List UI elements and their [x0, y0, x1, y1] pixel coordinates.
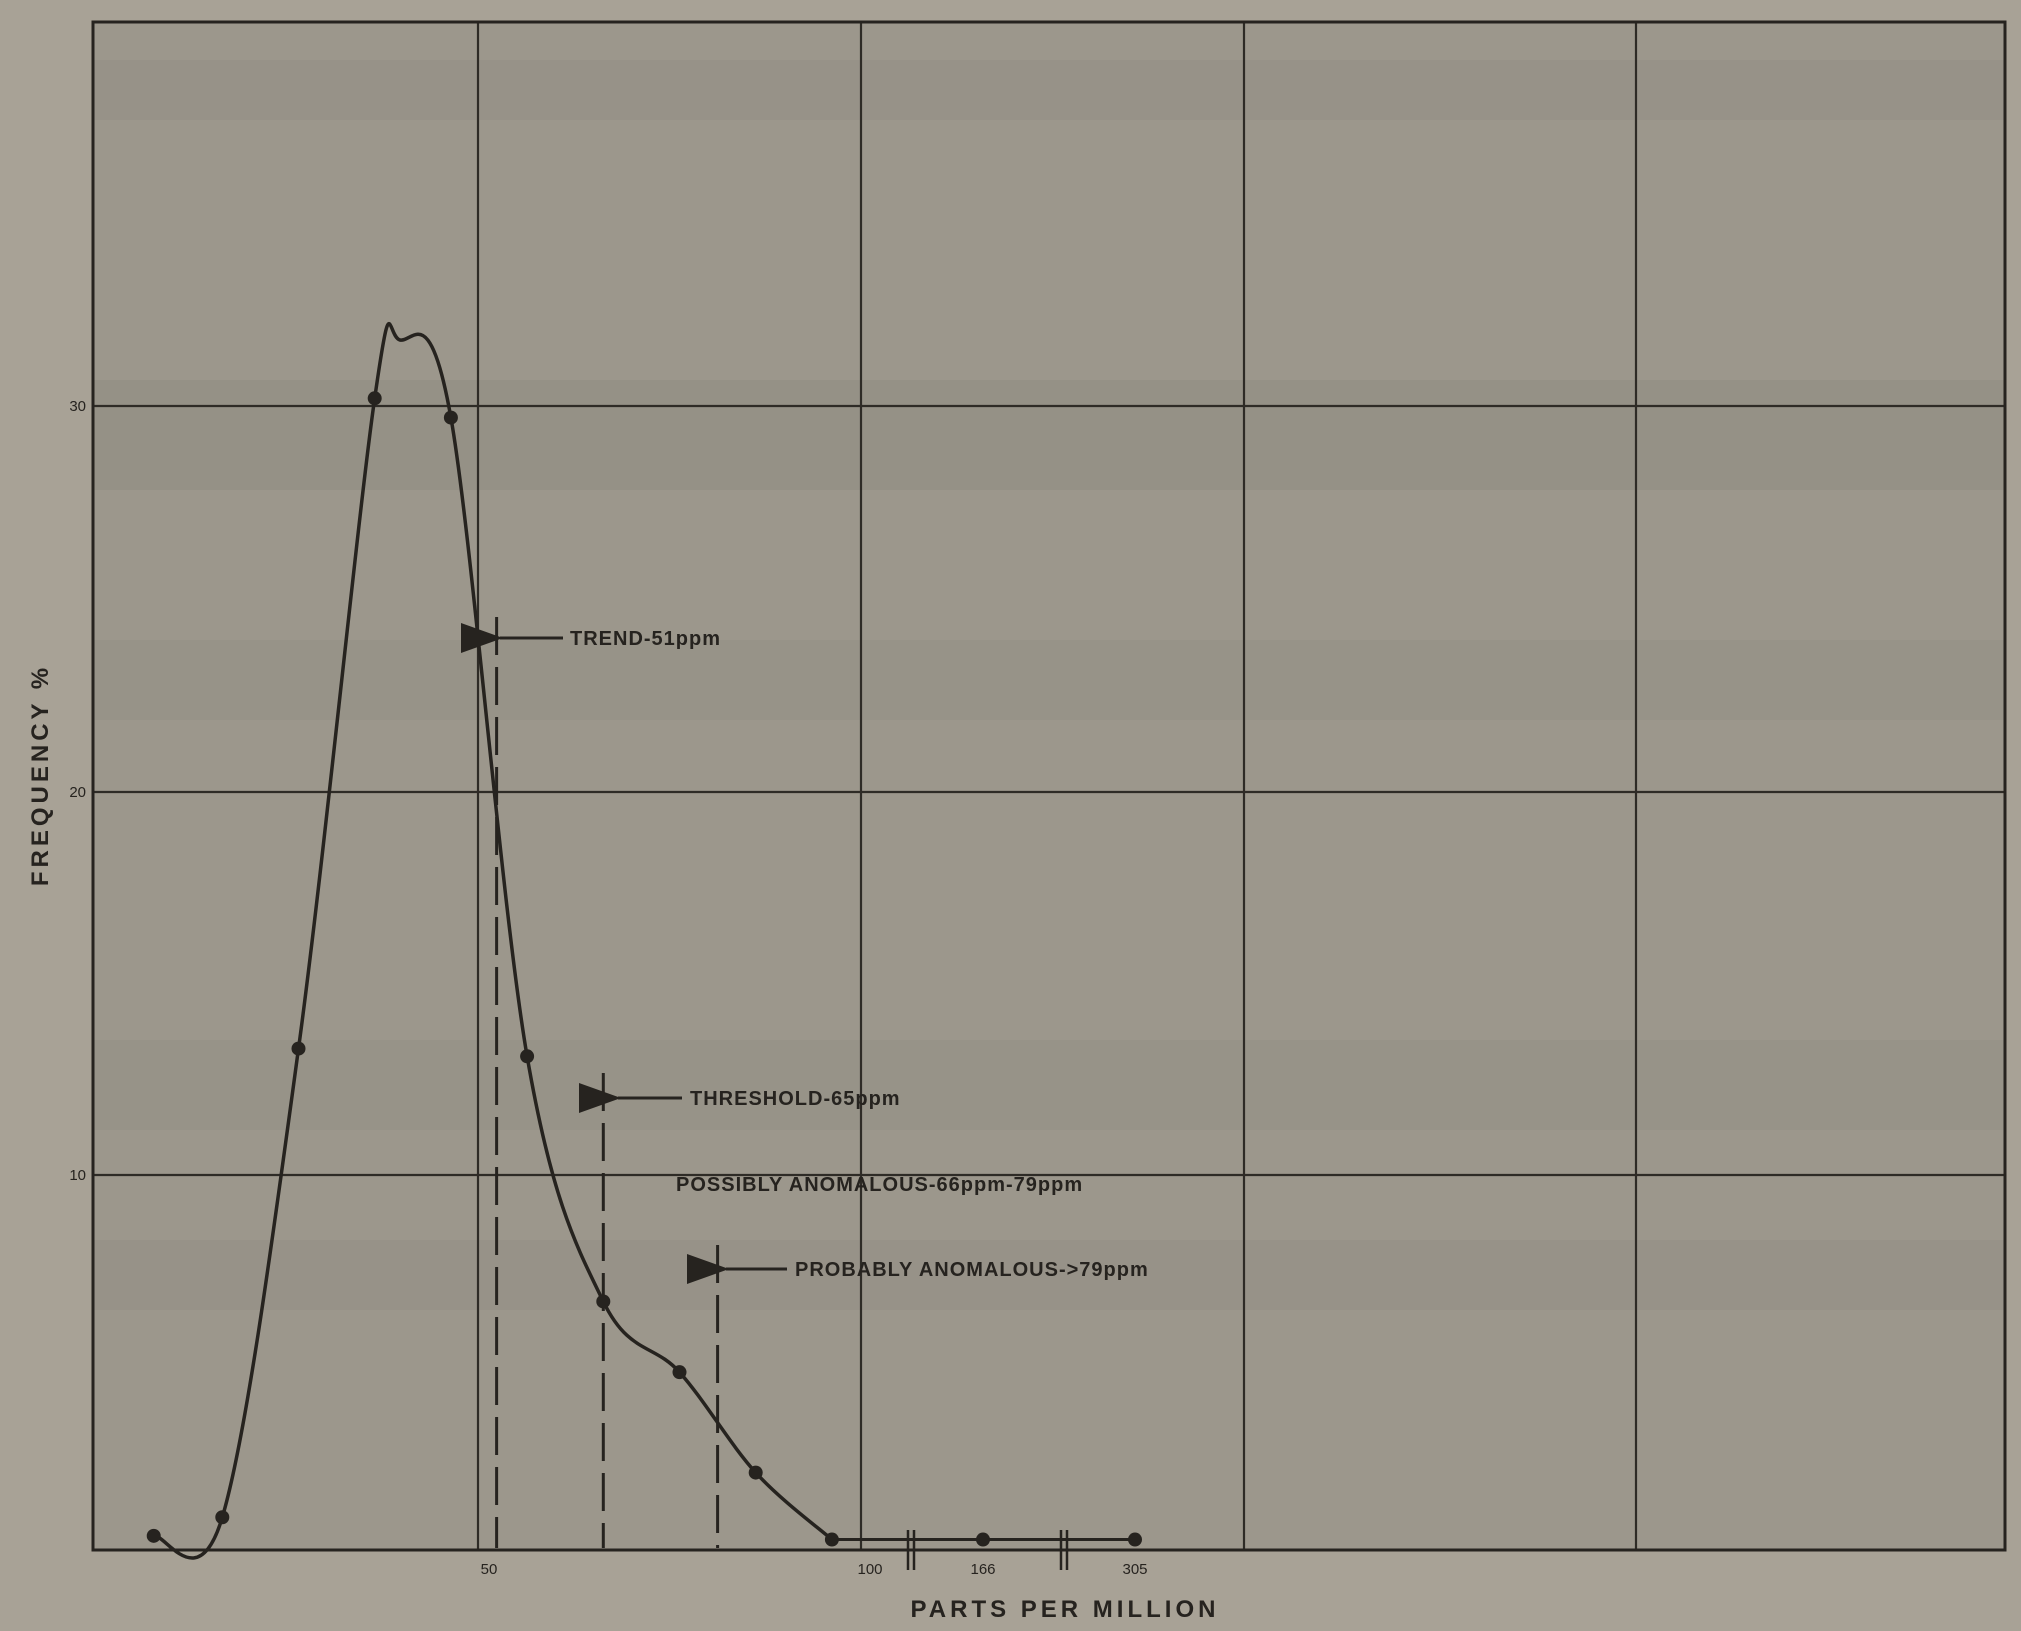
annotation-1: TREND-51ppm: [461, 623, 721, 653]
annotation-label-2: THRESHOLD-65ppm: [690, 1088, 901, 1110]
x-tick-50: 50: [481, 1561, 498, 1578]
data-point-2: [215, 1510, 230, 1525]
data-point-1: [146, 1528, 161, 1543]
axis-break-marks: [906, 1530, 1069, 1570]
annotation-labels: TREND-51ppm THRESHOLD-65ppm POSSIBLY ANOMA…: [461, 623, 1149, 1284]
band-1: [93, 380, 2005, 490]
frequency-curve: [153, 321, 834, 1560]
annotation-4: PROBABLY ANOMALOUS->79ppm: [687, 1254, 1149, 1284]
data-point-6: [520, 1049, 535, 1064]
y-tick-10: 10: [69, 1167, 86, 1184]
data-point-7: [596, 1294, 611, 1309]
data-point-5: [443, 410, 458, 425]
y-tick-30: 30: [69, 398, 86, 415]
axis-break-1: [906, 1530, 916, 1570]
data-point-8: [672, 1365, 687, 1380]
band-0: [93, 60, 2005, 120]
axis-break-2: [1059, 1530, 1069, 1570]
x-axis-title: PARTS PER MILLION: [911, 1596, 1220, 1623]
threshold-lines: [495, 617, 720, 1548]
plot-area: [93, 22, 2005, 1550]
data-point-11: [976, 1532, 990, 1547]
band-4: [93, 1240, 2005, 1310]
x-tick-100: 100: [857, 1561, 882, 1578]
annotation-3: POSSIBLY ANOMALOUS-66ppm-79ppm: [676, 1174, 1083, 1196]
data-point-3: [291, 1041, 306, 1056]
x-tick-305: 305: [1122, 1561, 1147, 1578]
annotation-2: THRESHOLD-65ppm: [579, 1083, 901, 1113]
annotation-label-3: POSSIBLY ANOMALOUS-66ppm-79ppm: [676, 1174, 1083, 1196]
data-point-12: [1128, 1532, 1142, 1547]
band-3: [93, 1040, 2005, 1130]
y-tick-labels: 10 20 30: [69, 398, 86, 1184]
data-point-4: [367, 391, 382, 406]
x-tick-labels: 50 100 166 305: [481, 1561, 1148, 1578]
data-point-9: [748, 1465, 763, 1480]
y-tick-20: 20: [69, 784, 86, 801]
data-points: [146, 391, 1142, 1547]
annotation-label-1: TREND-51ppm: [570, 628, 721, 650]
band-2: [93, 640, 2005, 720]
background-banding: [93, 60, 2005, 1310]
y-axis-title: FREQUENCY %: [27, 664, 54, 886]
annotation-label-4: PROBABLY ANOMALOUS->79ppm: [795, 1259, 1149, 1281]
plot-frame: [91, 20, 2007, 1552]
data-point-10: [824, 1532, 839, 1547]
x-tick-166: 166: [970, 1561, 995, 1578]
grid-lines: [93, 22, 2005, 1550]
